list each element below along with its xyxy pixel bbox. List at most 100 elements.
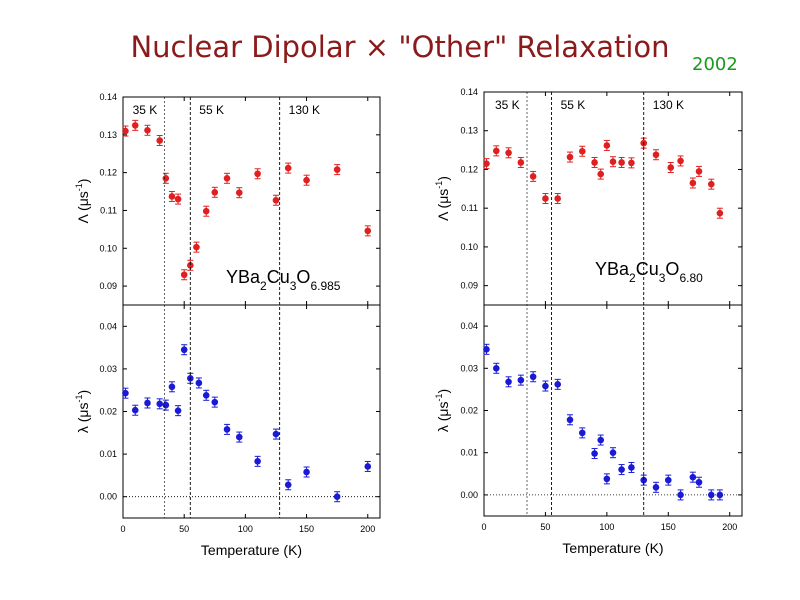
x-tick-label: 0 bbox=[481, 522, 486, 532]
upper-data-point bbox=[193, 243, 200, 251]
lower-data-point bbox=[517, 376, 525, 384]
lower-subplot: 0.00 0.01 0.02 0.03 0.04 λ (μs-1) bbox=[434, 304, 743, 517]
upper-data-point bbox=[554, 195, 562, 202]
upper-data-point bbox=[156, 137, 164, 144]
y-tick-label: 0.09 bbox=[460, 281, 478, 291]
lower-data-point bbox=[195, 379, 203, 387]
lower-subplot: 0.00 0.01 0.02 0.03 0.04 λ (μs-1) bbox=[74, 304, 381, 519]
lower-data-point bbox=[122, 389, 129, 397]
y-tick-label: 0.02 bbox=[460, 406, 478, 416]
upper-data-point bbox=[131, 122, 139, 129]
upper-y-axis-label: Λ (μs-1) bbox=[434, 176, 451, 221]
upper-data-point bbox=[162, 175, 170, 182]
chart-panel-1: 0.09 0.10 0.11 0.12 0.13 0.14 Λ (μs-1) 0.00 0.01… bbox=[74, 92, 381, 558]
y-tick-label: 0.14 bbox=[99, 92, 117, 102]
y-tick-label: 0.11 bbox=[100, 205, 117, 215]
upper-data-point bbox=[716, 209, 724, 217]
y-tick-label: 0.13 bbox=[460, 126, 478, 136]
y-tick-label: 0.04 bbox=[99, 321, 117, 331]
upper-data-point bbox=[566, 153, 574, 161]
lower-data-point bbox=[689, 473, 697, 481]
lower-data-point bbox=[609, 449, 617, 457]
y-tick-label: 0.14 bbox=[460, 87, 478, 97]
y-tick-label: 0.03 bbox=[460, 363, 478, 373]
lower-data-point bbox=[664, 476, 672, 484]
upper-data-point bbox=[597, 170, 605, 178]
x-tick-label: 50 bbox=[179, 524, 189, 534]
upper-data-point bbox=[695, 168, 703, 175]
lower-data-point bbox=[603, 475, 611, 483]
lower-data-point bbox=[578, 429, 586, 437]
title-rest: "Other" Relaxation bbox=[398, 30, 670, 64]
upper-data-point bbox=[483, 160, 490, 167]
lower-data-point bbox=[542, 382, 549, 390]
upper-data-point bbox=[122, 127, 129, 135]
upper-data-point bbox=[609, 158, 617, 166]
upper-data-point bbox=[303, 176, 310, 184]
sample-formula-label: YBa2Cu3O6.985 bbox=[226, 267, 341, 293]
title-main: Nuclear Dipolar bbox=[130, 30, 356, 64]
upper-y-axis-label: Λ (μs-1) bbox=[74, 179, 91, 224]
y-tick-label: 0.01 bbox=[99, 449, 117, 459]
lower-data-point bbox=[144, 399, 151, 407]
upper-data-point bbox=[628, 159, 635, 167]
temperature-marker-label: 130 K bbox=[289, 103, 320, 117]
upper-data-point bbox=[578, 147, 586, 155]
upper-data-point bbox=[168, 193, 176, 200]
lower-data-point bbox=[254, 458, 261, 465]
slide-year: 2002 bbox=[692, 54, 738, 75]
lower-y-axis-label: λ (μs-1) bbox=[74, 390, 91, 433]
temperature-marker-label: 35 K bbox=[495, 98, 520, 112]
lower-data-point bbox=[695, 478, 703, 486]
lower-data-point bbox=[597, 436, 605, 444]
upper-data-point bbox=[187, 261, 194, 269]
x-axis-label: Temperature (K) bbox=[562, 540, 663, 556]
lower-data-point bbox=[640, 476, 648, 484]
upper-data-point bbox=[284, 164, 292, 172]
y-tick-label: 0.12 bbox=[460, 164, 478, 174]
lower-data-point bbox=[529, 373, 537, 381]
upper-data-point bbox=[174, 195, 182, 203]
x-axis-label: Temperature (K) bbox=[201, 542, 302, 558]
title-times-symbol: × bbox=[364, 30, 390, 64]
lower-data-point bbox=[235, 433, 243, 441]
x-tick-label: 200 bbox=[722, 522, 737, 532]
x-tick-label: 150 bbox=[661, 522, 676, 532]
x-tick-label: 100 bbox=[599, 522, 614, 532]
upper-data-point bbox=[603, 142, 611, 149]
upper-data-point bbox=[364, 227, 372, 235]
lower-data-point bbox=[211, 398, 219, 406]
upper-data-point bbox=[272, 196, 280, 204]
lower-data-point bbox=[483, 346, 490, 353]
lower-data-point bbox=[272, 430, 280, 438]
lower-data-point bbox=[652, 484, 660, 491]
upper-data-point bbox=[254, 170, 261, 178]
upper-data-point bbox=[144, 126, 151, 134]
upper-data-point bbox=[223, 175, 231, 182]
lower-data-point bbox=[162, 401, 170, 409]
lower-y-axis-label: λ (μs-1) bbox=[434, 389, 451, 432]
y-tick-label: 0.13 bbox=[99, 130, 117, 140]
y-tick-label: 0.03 bbox=[99, 364, 117, 374]
sample-formula-label: YBa2Cu3O6.80 bbox=[595, 259, 703, 285]
lower-data-point bbox=[618, 466, 625, 473]
lower-data-point bbox=[505, 378, 512, 386]
y-tick-label: 0.02 bbox=[99, 407, 117, 417]
y-tick-label: 0.00 bbox=[460, 490, 478, 500]
lower-axes-frame bbox=[122, 304, 381, 519]
y-tick-label: 0.10 bbox=[99, 243, 117, 253]
temperature-marker-label: 35 K bbox=[133, 103, 158, 117]
lower-data-point bbox=[566, 416, 574, 424]
lower-data-point bbox=[333, 493, 341, 501]
lower-data-point bbox=[364, 463, 372, 470]
upper-data-point bbox=[211, 189, 219, 196]
upper-data-point bbox=[529, 173, 537, 180]
upper-data-point bbox=[677, 157, 684, 165]
upper-data-point bbox=[517, 159, 525, 166]
upper-data-point bbox=[652, 151, 660, 159]
lower-axes-frame bbox=[483, 304, 743, 517]
upper-data-point bbox=[492, 147, 500, 155]
y-tick-label: 0.11 bbox=[461, 203, 478, 213]
upper-data-point bbox=[667, 164, 675, 171]
lower-data-point bbox=[284, 481, 292, 489]
